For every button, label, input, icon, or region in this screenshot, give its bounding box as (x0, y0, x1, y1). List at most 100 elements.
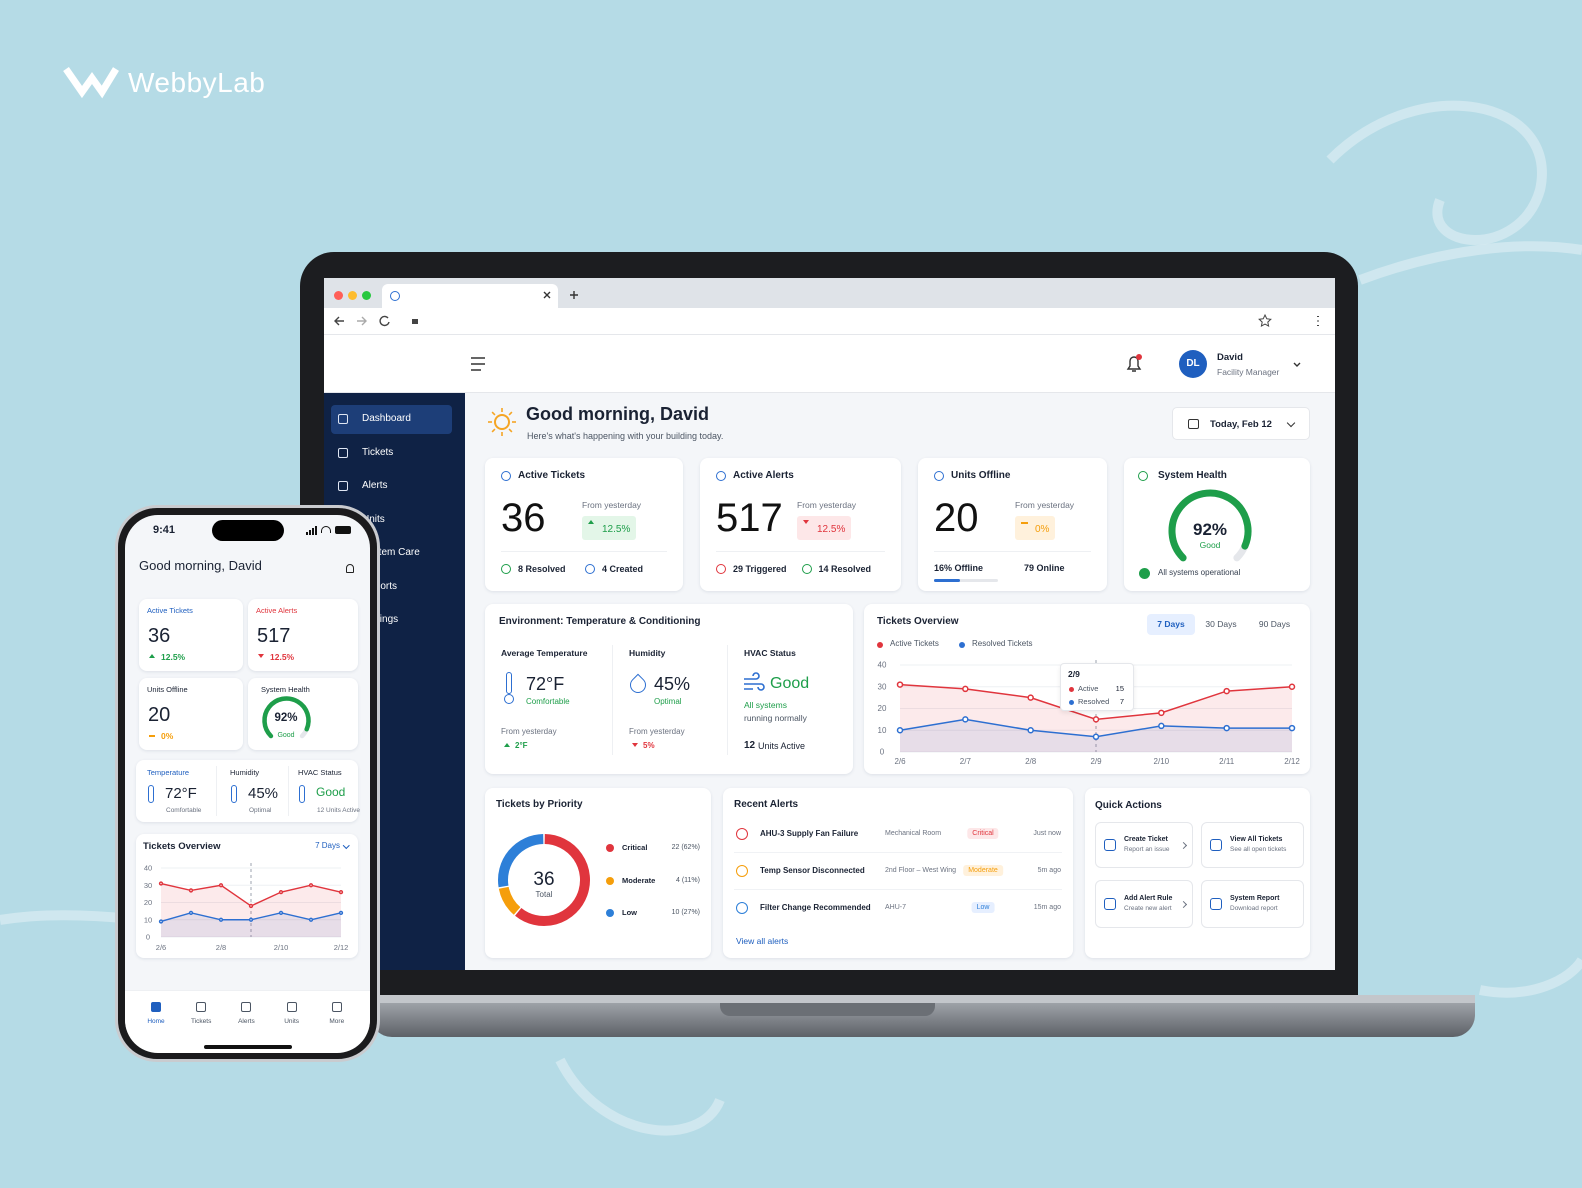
sidebar-item[interactable]: Settings (362, 614, 399, 625)
x-tick-label: 2/6 (894, 757, 906, 766)
alert-title[interactable]: Temp Sensor Disconnected (760, 866, 865, 875)
sidebar-item[interactable]: Dashboard (362, 413, 411, 424)
reload-icon (379, 315, 390, 327)
nav-label[interactable]: More (329, 1018, 345, 1025)
quick-actions-card (1085, 788, 1310, 958)
nav-icon[interactable] (331, 1002, 342, 1012)
sidebar-item[interactable]: Alerts (362, 480, 388, 491)
stat-footer: 16% Offline (934, 563, 984, 573)
range-label[interactable]: 90 Days (1258, 619, 1291, 629)
nav-label[interactable]: Tickets (191, 1018, 212, 1025)
phone-bell (346, 564, 354, 573)
priority-value: 10 (27%) (671, 909, 700, 916)
gauge-label: 92% (274, 712, 298, 725)
quick-action-subtitle[interactable]: See all open tickets (1230, 846, 1287, 853)
stat-footer: 8 Resolved (518, 564, 566, 574)
quick-action-title[interactable]: View All Tickets (1230, 836, 1283, 843)
priority-card (485, 788, 711, 958)
quick-action-title[interactable]: Add Alert Rule (1124, 895, 1173, 902)
alert-title[interactable]: AHU-3 Supply Fan Failure (760, 829, 859, 838)
divider (727, 645, 728, 755)
home-indicator (204, 1045, 292, 1049)
alert-icon (736, 865, 748, 877)
y-tick-label: 0 (146, 933, 150, 942)
y-tick-label: 30 (144, 881, 152, 890)
nav-icon[interactable] (196, 1002, 207, 1012)
card-title: Recent Alerts (734, 799, 799, 810)
range-button[interactable] (1147, 614, 1195, 635)
quick-action-subtitle[interactable]: Create new alert (1124, 905, 1172, 912)
wifi-icon (321, 526, 331, 533)
stat-value: 20 (934, 496, 979, 540)
health-status: Good (1199, 540, 1221, 550)
view-all-link[interactable]: View all alerts (736, 936, 789, 946)
quick-action-icon[interactable] (1210, 898, 1222, 910)
quick-action-icon[interactable] (1104, 898, 1116, 910)
trend-icon (632, 743, 638, 747)
quick-action[interactable] (1201, 880, 1304, 928)
point (1158, 722, 1165, 730)
browser-tab[interactable] (382, 284, 558, 308)
point (308, 883, 314, 888)
stat-icon (934, 471, 944, 481)
card-title: Tickets Overview (143, 841, 221, 852)
back-icon (334, 316, 344, 326)
quick-action-icon[interactable] (1210, 839, 1222, 851)
quick-action[interactable] (1095, 880, 1193, 928)
quick-action[interactable] (1201, 822, 1304, 868)
phone-env-icon (299, 785, 305, 803)
divider (716, 551, 885, 552)
brand-name: WebbyLab (128, 67, 266, 98)
quick-action[interactable] (1095, 822, 1193, 868)
battery-icon (335, 526, 351, 534)
x-tick-label: 2/8 (1025, 757, 1037, 766)
trend-pill: 12.5% (582, 516, 637, 540)
sidebar-item[interactable]: Tickets (362, 446, 394, 458)
env-label: Average Temperature (501, 648, 588, 658)
nav-icon[interactable] (241, 1002, 252, 1012)
date-label[interactable]: Today, Feb 12 (1210, 419, 1272, 430)
sidebar-item[interactable]: System Care (362, 547, 420, 558)
nav-label[interactable]: Units (284, 1018, 299, 1025)
x-tick-label: 2/10 (274, 943, 289, 952)
tab-favicon (390, 291, 400, 301)
quick-action-subtitle[interactable]: Download report (1230, 905, 1278, 912)
trend-icon (149, 654, 155, 658)
alert-severity: Moderate (963, 865, 1003, 876)
range-label[interactable]: 7 Days (1157, 619, 1185, 629)
alerts-card (723, 788, 1073, 958)
app-header (324, 334, 1335, 393)
hvac-detail: running normally (744, 713, 807, 723)
swirl (555, 1057, 725, 1136)
greeting-subtitle: Here's what's happening with your buildi… (527, 431, 724, 441)
range-label[interactable]: 7 Days (315, 841, 340, 850)
nav-label[interactable]: Alerts (238, 1018, 255, 1025)
trend-pill: 0% (1015, 516, 1056, 540)
trend-icon (1021, 521, 1028, 524)
user-role: Facility Manager (1217, 367, 1280, 377)
greeting: Good morning, David (526, 404, 709, 424)
nav-label[interactable]: Home (147, 1018, 165, 1025)
phone-stat-card (139, 678, 243, 750)
alert-title[interactable]: Filter Change Recommended (760, 903, 871, 912)
lock-icon (412, 319, 418, 324)
area (161, 912, 341, 937)
donut-segment (498, 834, 544, 888)
trend-value: 12.5% (602, 524, 631, 535)
sun-core (494, 414, 510, 430)
point (278, 910, 284, 915)
sidebar-icon (338, 447, 348, 458)
nav-icon[interactable] (151, 1002, 161, 1012)
range-label[interactable]: 30 Days (1205, 619, 1237, 629)
date-picker[interactable] (1172, 407, 1310, 440)
x-tick-label: 2/7 (960, 757, 972, 766)
quick-action-subtitle[interactable]: Report an issue (1124, 846, 1170, 853)
point (278, 890, 284, 895)
quick-action-title[interactable]: System Report (1230, 895, 1280, 902)
quick-action-title[interactable]: Create Ticket (1124, 836, 1168, 843)
x-tick-label: 2/11 (1219, 757, 1235, 766)
quick-action-icon[interactable] (1104, 839, 1116, 851)
env-status: Optimal (654, 697, 682, 706)
nav-icon[interactable] (286, 1002, 297, 1012)
sidebar-item[interactable]: Units (362, 513, 385, 525)
